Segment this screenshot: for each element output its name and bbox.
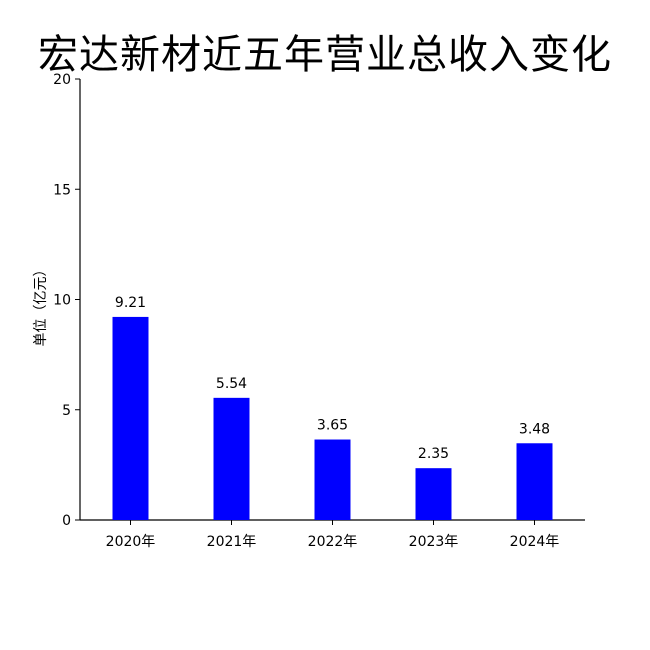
bars <box>112 316 553 520</box>
data-label: 2.35 <box>418 446 449 462</box>
bar <box>415 468 452 520</box>
x-tick-label: 2021年 <box>207 534 257 550</box>
y-tick-label: 20 <box>53 72 71 88</box>
data-label: 9.21 <box>115 295 146 311</box>
y-tick-label: 15 <box>53 182 71 198</box>
chart-title: 宏达新材近五年营业总收入变化 <box>38 32 612 78</box>
bar <box>516 443 553 520</box>
x-tick-label: 2024年 <box>510 534 560 550</box>
data-label: 5.54 <box>216 376 247 392</box>
bar <box>213 397 250 520</box>
bar <box>314 439 351 520</box>
data-label: 3.48 <box>519 421 550 437</box>
y-axis-label: 单位（亿元） <box>33 263 49 347</box>
data-labels: 9.21 5.54 3.65 2.35 3.48 <box>115 295 550 462</box>
bar <box>112 316 149 520</box>
x-tick-label: 2022年 <box>308 534 358 550</box>
y-tick-label: 5 <box>62 403 71 419</box>
x-tick-label: 2023年 <box>409 534 459 550</box>
y-tick-label: 10 <box>53 293 71 309</box>
x-tick-label: 2020年 <box>106 534 156 550</box>
y-tick-label: 0 <box>62 513 71 529</box>
data-label: 3.65 <box>317 418 348 434</box>
